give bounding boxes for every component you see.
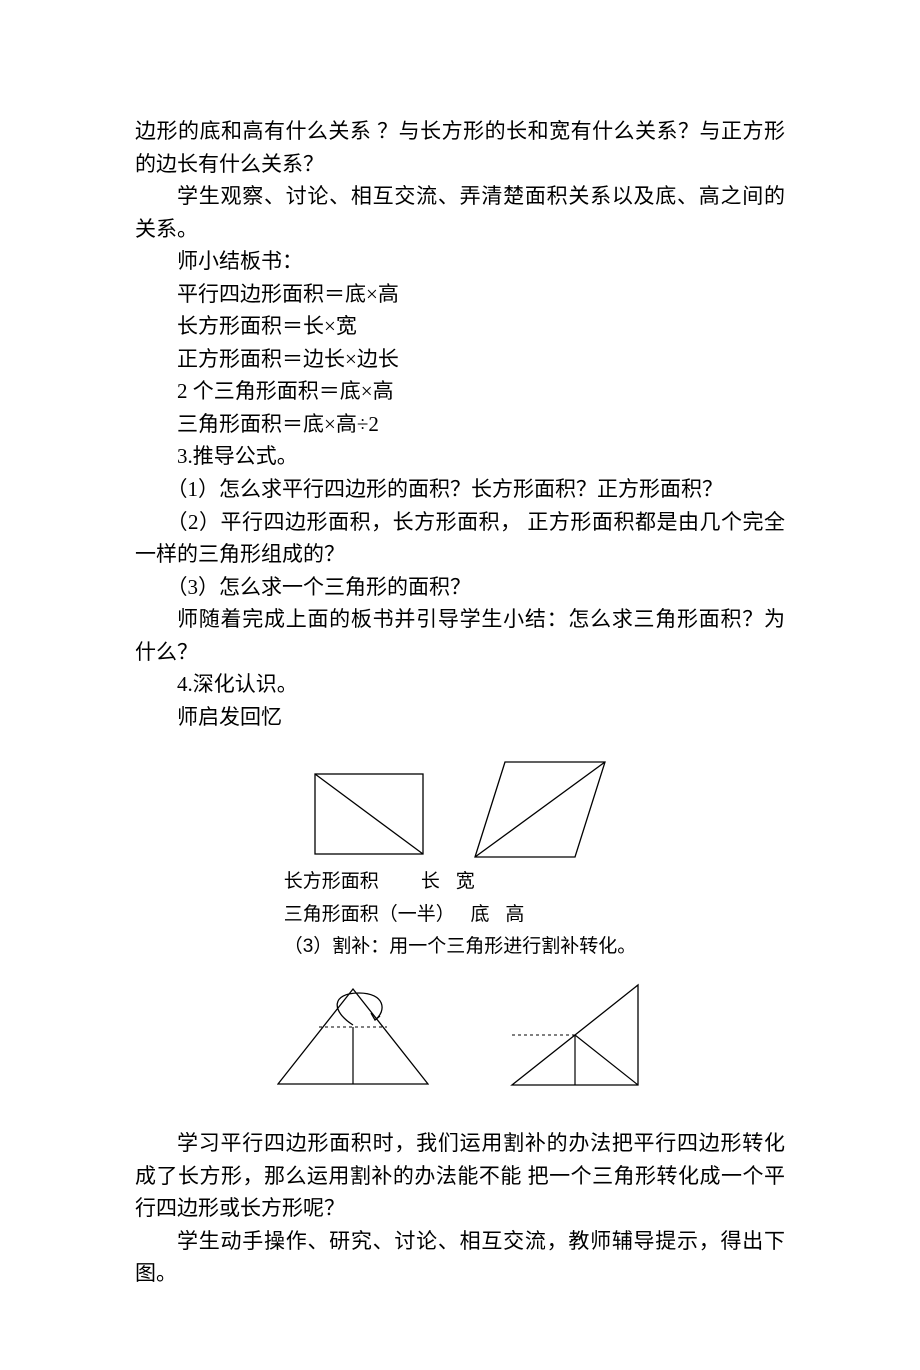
paragraph: 边形的底和高有什么关系 ？与长方形的长和宽有什么关系？与正方形的边长有什么关系？ <box>135 115 785 180</box>
paragraph: 学生动手操作、研究、讨论、相互交流，教师辅导提示，得出下图。 <box>135 1225 785 1290</box>
paragraph: （2）平行四边形面积，长方形面积， 正方形面积都是由几个完全一样的三角形组成的？ <box>135 506 785 571</box>
paragraph: 三角形面积＝底×高÷2 <box>135 408 785 441</box>
paragraph: 师随着完成上面的板书并引导学生小结：怎么求三角形面积？为什么？ <box>135 603 785 668</box>
paragraph: 学生观察、讨论、相互交流、弄清楚面积关系以及底、高之间的关系。 <box>135 180 785 245</box>
caption-line: 三角形面积（一半） 底 高 <box>284 899 637 931</box>
paragraph: 2 个三角形面积＝底×高 <box>135 375 785 408</box>
paragraph: 长方形面积＝长×宽 <box>135 310 785 343</box>
paragraph: 平行四边形面积＝底×高 <box>135 278 785 311</box>
paragraph: （1）怎么求平行四边形的面积？长方形面积？正方形面积？ <box>135 473 785 506</box>
figure-row-1: 长方形面积 长 宽 三角形面积（一半） 底 高 （3）割补：用一个三角形进行割补… <box>135 761 785 963</box>
paragraph: 正方形面积＝边长×边长 <box>135 343 785 376</box>
figure-row-2 <box>135 983 785 1087</box>
right-triangle-cut-icon <box>509 983 643 1087</box>
paragraph: 师小结板书： <box>135 245 785 278</box>
document-page: 边形的底和高有什么关系 ？与长方形的长和宽有什么关系？与正方形的边长有什么关系？… <box>0 0 920 1370</box>
paragraph: 学习平行四边形面积时，我们运用割补的办法把平行四边形转化成了长方形，那么运用割补… <box>135 1127 785 1225</box>
parallelogram-diagonal-icon <box>474 761 606 858</box>
paragraph: 3.推导公式。 <box>135 440 785 473</box>
triangle-rotate-icon <box>277 987 429 1087</box>
paragraph: （3）怎么求一个三角形的面积？ <box>135 571 785 604</box>
paragraph: 4.深化认识。 <box>135 668 785 701</box>
caption-line: 长方形面积 长 宽 <box>284 866 637 898</box>
caption-line: （3）割补：用一个三角形进行割补转化。 <box>284 931 637 963</box>
paragraph: 师启发回忆 <box>135 701 785 734</box>
figure-caption: 长方形面积 长 宽 三角形面积（一半） 底 高 （3）割补：用一个三角形进行割补… <box>284 866 637 963</box>
rectangle-diagonal-icon <box>314 773 424 858</box>
